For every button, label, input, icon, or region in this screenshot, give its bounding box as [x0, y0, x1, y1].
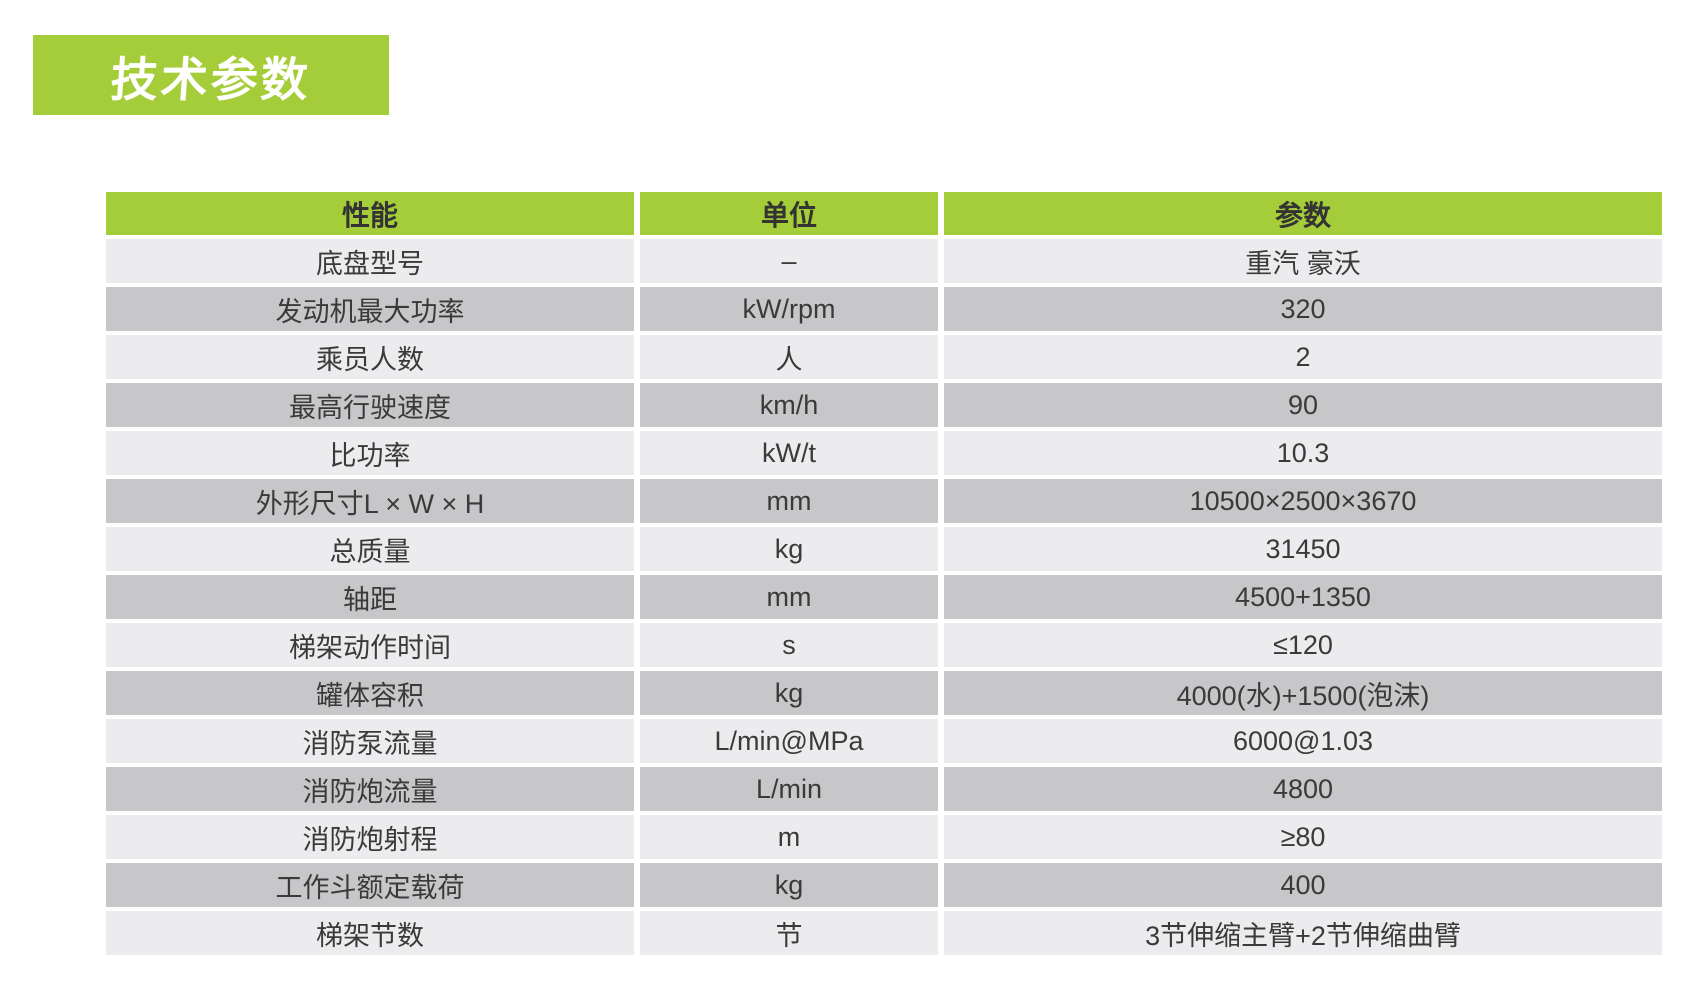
cell-performance: 发动机最大功率	[106, 287, 634, 331]
cell-unit: kg	[640, 671, 938, 715]
cell-value: 6000@1.03	[944, 719, 1662, 763]
table-row: 工作斗额定载荷 kg 400	[106, 863, 1662, 907]
cell-unit: L/min	[640, 767, 938, 811]
cell-unit: kg	[640, 527, 938, 571]
cell-value: 400	[944, 863, 1662, 907]
table-row: 最高行驶速度 km/h 90	[106, 383, 1662, 427]
cell-unit: kg	[640, 863, 938, 907]
column-header-performance: 性能	[106, 192, 634, 235]
cell-performance: 外形尺寸L × W × H	[106, 479, 634, 523]
spec-table: 性能 单位 参数 底盘型号 – 重汽 豪沃 发动机最大功率 kW/rpm 320 乘员人数人…	[106, 192, 1662, 959]
cell-unit: mm	[640, 575, 938, 619]
table-body: 底盘型号 – 重汽 豪沃 发动机最大功率 kW/rpm 320 乘员人数人 2 最高行驶速度 km…	[106, 239, 1662, 955]
cell-unit: s	[640, 623, 938, 667]
cell-performance: 总质量	[106, 527, 634, 571]
cell-value: 4500+1350	[944, 575, 1662, 619]
table-row: 罐体容积 kg 4000(水)+1500(泡沫)	[106, 671, 1662, 715]
column-header-unit: 单位	[640, 192, 938, 235]
cell-unit: km/h	[640, 383, 938, 427]
cell-performance: 乘员人数	[106, 335, 634, 379]
cell-unit: kW/rpm	[640, 287, 938, 331]
section-title: 技术参数	[108, 52, 313, 106]
column-header-value: 参数	[944, 192, 1662, 235]
cell-unit: 节	[640, 911, 938, 955]
cell-value: 31450	[944, 527, 1662, 571]
cell-value: 90	[944, 383, 1662, 427]
table-row: 轴距 mm 4500+1350	[106, 575, 1662, 619]
cell-value: 3节伸缩主臂+2节伸缩曲臂	[944, 911, 1662, 955]
cell-performance: 梯架动作时间	[106, 623, 634, 667]
cell-unit: –	[640, 239, 938, 283]
table-row: 乘员人数人 2	[106, 335, 1662, 379]
cell-performance: 梯架节数	[106, 911, 634, 955]
cell-value: 10.3	[944, 431, 1662, 475]
cell-unit: kW/t	[640, 431, 938, 475]
table-header-row: 性能 单位 参数	[106, 192, 1662, 235]
cell-unit: mm	[640, 479, 938, 523]
cell-performance: 消防炮流量	[106, 767, 634, 811]
cell-value: ≤120	[944, 623, 1662, 667]
cell-performance: 比功率	[106, 431, 634, 475]
cell-value: 4000(水)+1500(泡沫)	[944, 671, 1662, 715]
cell-value: 4800	[944, 767, 1662, 811]
cell-unit: L/min@MPa	[640, 719, 938, 763]
table-row: 梯架节数节 3节伸缩主臂+2节伸缩曲臂	[106, 911, 1662, 955]
cell-performance: 消防炮射程	[106, 815, 634, 859]
table-row: 比功率 kW/t 10.3	[106, 431, 1662, 475]
table-row: 总质量 kg 31450	[106, 527, 1662, 571]
cell-value: ≥80	[944, 815, 1662, 859]
cell-value: 重汽 豪沃	[944, 239, 1662, 283]
cell-unit: 人	[640, 335, 938, 379]
table-row: 消防炮射程 m ≥80	[106, 815, 1662, 859]
cell-value: 320	[944, 287, 1662, 331]
cell-performance: 消防泵流量	[106, 719, 634, 763]
table-row: 消防泵流量 L/min@MPa 6000@1.03	[106, 719, 1662, 763]
section-title-badge: 技术参数	[33, 35, 389, 115]
table-row: 发动机最大功率 kW/rpm 320	[106, 287, 1662, 331]
cell-value: 2	[944, 335, 1662, 379]
cell-performance: 轴距	[106, 575, 634, 619]
table-row: 梯架动作时间 s ≤120	[106, 623, 1662, 667]
table-row: 消防炮流量 L/min 4800	[106, 767, 1662, 811]
cell-value: 10500×2500×3670	[944, 479, 1662, 523]
cell-unit: m	[640, 815, 938, 859]
cell-performance: 最高行驶速度	[106, 383, 634, 427]
cell-performance: 工作斗额定载荷	[106, 863, 634, 907]
cell-performance: 底盘型号	[106, 239, 634, 283]
table-row: 底盘型号 – 重汽 豪沃	[106, 239, 1662, 283]
cell-performance: 罐体容积	[106, 671, 634, 715]
